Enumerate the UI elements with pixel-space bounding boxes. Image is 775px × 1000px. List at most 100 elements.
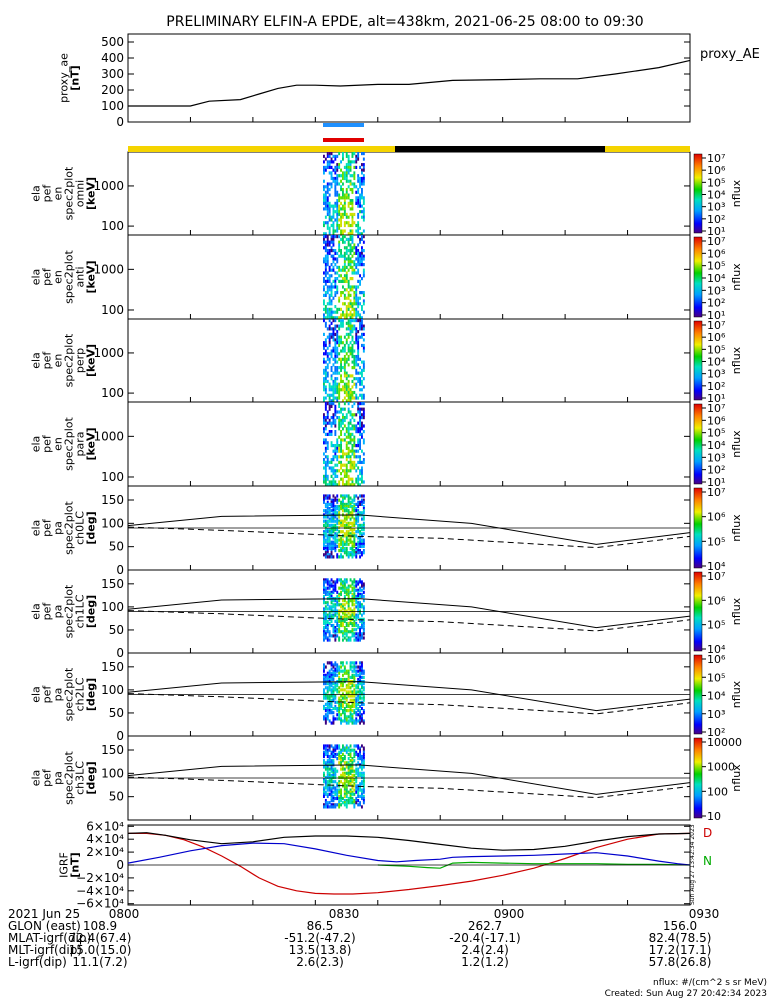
heat-cell [347, 346, 350, 350]
heat-cell [359, 721, 361, 725]
heat-cell [328, 152, 331, 156]
heat-cell [345, 578, 348, 582]
heat-cell [326, 302, 329, 306]
heat-cell [326, 500, 329, 504]
heat-cell [342, 321, 344, 325]
heat-cell [332, 671, 335, 675]
heat-cell [349, 302, 352, 306]
heat-cell [326, 354, 329, 359]
heat-cell [323, 780, 325, 784]
heat-cell [332, 605, 335, 609]
heat-cell [330, 263, 333, 267]
heat-cell [362, 636, 365, 640]
heat-cell [332, 357, 335, 361]
heat-cell [349, 249, 352, 253]
heat-cell [345, 163, 348, 167]
heat-cell [361, 474, 363, 478]
heat-cell [328, 274, 331, 278]
heat-cell [353, 673, 356, 677]
heat-cell [357, 407, 360, 411]
heat-cell [330, 590, 333, 594]
heat-cell [330, 424, 333, 428]
heat-cell [361, 790, 363, 794]
heat-cell [359, 542, 361, 546]
heat-cell [330, 332, 333, 336]
heat-cell [336, 601, 339, 605]
heat-cell [324, 617, 327, 621]
heat-cell [342, 719, 344, 723]
heat-cell [324, 341, 327, 345]
heat-cell [323, 580, 325, 584]
heat-cell [345, 466, 348, 470]
heat-cell [324, 472, 327, 476]
heat-cell [328, 704, 331, 709]
heat-cell [361, 396, 363, 400]
heat-cell [332, 316, 335, 320]
heat-cell [362, 590, 365, 594]
heat-cell [343, 363, 346, 367]
heat-cell [343, 229, 346, 233]
heat-cell [362, 528, 365, 532]
heat-cell [357, 803, 360, 807]
heat-cell [334, 316, 337, 320]
heat-cell [347, 432, 350, 436]
heat-cell [328, 268, 331, 272]
heat-cell [328, 528, 331, 532]
heat-cell [351, 218, 354, 222]
heat-cell [361, 477, 363, 481]
heat-cell [334, 746, 337, 750]
heat-cell [347, 605, 350, 609]
heat-cell [336, 507, 339, 511]
cbar-tick-label: 10⁶ [707, 247, 726, 260]
heat-cell [328, 360, 331, 364]
heat-cell [357, 500, 360, 504]
heat-cell [334, 688, 337, 692]
cbar-tick-label: 10¹ [707, 392, 725, 405]
ylabel-0: proxy_ae[nT] [58, 53, 82, 103]
heat-cell [338, 675, 341, 679]
heat-cell [345, 761, 348, 765]
heat-cell [355, 463, 358, 467]
heat-cell [326, 483, 329, 487]
heat-cell [332, 279, 335, 283]
ytick-label: 0 [116, 563, 124, 577]
heat-cell [330, 321, 333, 325]
heat-cell [323, 669, 325, 673]
heat-cell [332, 528, 335, 532]
heat-cell [343, 246, 346, 250]
heat-cell [342, 677, 344, 682]
heat-cell [330, 519, 333, 523]
heat-cell [323, 171, 325, 175]
heat-cell [362, 752, 365, 756]
heat-cell [326, 187, 329, 192]
heat-cell [330, 553, 333, 557]
heat-cell [326, 767, 329, 771]
heat-cell [351, 780, 354, 784]
heat-cell [362, 523, 365, 527]
heat-cell [357, 271, 360, 275]
heat-cell [332, 160, 335, 164]
heat-cell [361, 525, 363, 530]
heat-cell [340, 694, 342, 698]
heat-cell [349, 393, 352, 397]
heat-cell [330, 404, 333, 408]
heat-cell [338, 174, 341, 178]
heat-cell [336, 673, 339, 677]
heat-cell [324, 580, 327, 584]
heat-cell [353, 590, 356, 594]
heat-cell [340, 684, 342, 688]
heat-cell [334, 354, 337, 359]
heat-cell [357, 196, 360, 200]
heat-cell [347, 410, 350, 414]
heat-cell [336, 609, 339, 613]
heat-cell [332, 673, 335, 677]
heat-cell [338, 249, 341, 253]
heat-cell [332, 215, 335, 219]
heat-cell [323, 474, 325, 478]
heat-cell [340, 430, 342, 434]
heat-cell [345, 507, 348, 511]
heat-cell [361, 702, 363, 706]
colorbar-2 [693, 236, 703, 318]
